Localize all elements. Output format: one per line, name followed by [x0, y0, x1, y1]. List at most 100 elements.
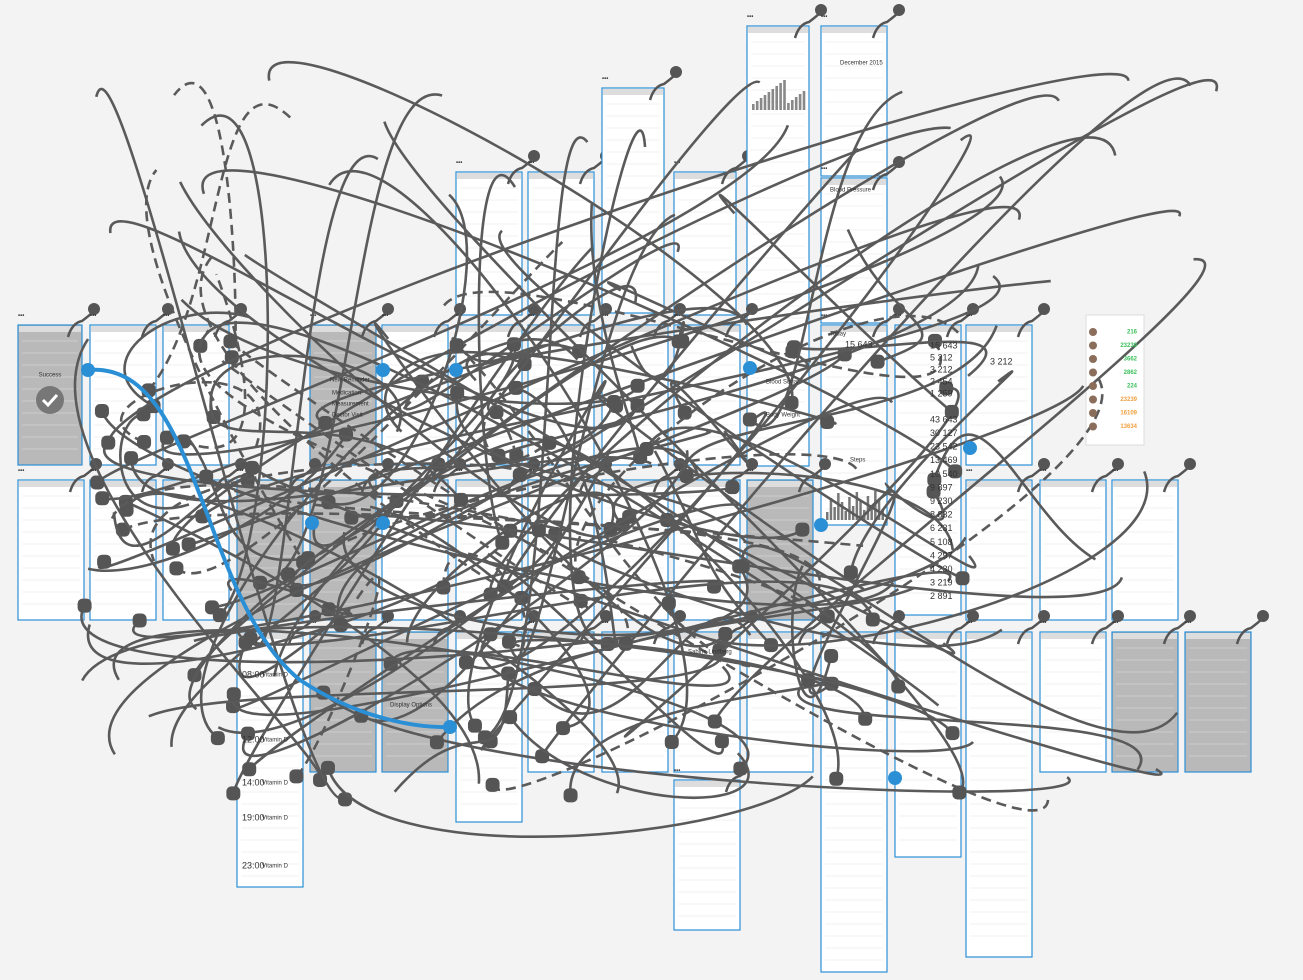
- status-bar: [748, 633, 812, 639]
- connector: [251, 466, 1163, 776]
- screen: [894, 631, 962, 858]
- connector: [232, 571, 952, 717]
- link-dot: [376, 363, 390, 377]
- connector-node: [318, 415, 333, 430]
- connector-node: [159, 430, 174, 445]
- connector: [383, 121, 965, 794]
- status-bar: [967, 326, 1031, 332]
- screen: [673, 779, 741, 931]
- connector: [205, 475, 822, 591]
- connector: [112, 474, 249, 547]
- status-bar: [457, 173, 521, 179]
- screen: [17, 479, 85, 621]
- label: Steps: [850, 458, 865, 464]
- label: Success: [39, 373, 62, 379]
- label: 9 230: [930, 496, 953, 506]
- connector-node: [453, 492, 468, 507]
- dots: •••: [382, 621, 388, 627]
- screen: [1039, 631, 1107, 773]
- link-dot: [443, 720, 457, 734]
- connector: [200, 338, 579, 740]
- connector-node: [939, 381, 954, 396]
- connector: [200, 114, 270, 617]
- connector: [455, 344, 751, 668]
- label: 13 469: [930, 455, 958, 465]
- connector-node: [725, 480, 740, 495]
- mini-bar: [787, 103, 790, 110]
- connector: [342, 531, 749, 637]
- status-bar: [822, 179, 886, 185]
- connector-highlight: [87, 367, 451, 730]
- connectors: [73, 60, 1218, 838]
- dots: •••: [18, 469, 24, 475]
- connector: [315, 279, 1051, 425]
- connector: [175, 240, 564, 575]
- label: Vitamin D: [262, 738, 289, 744]
- connector: [185, 435, 309, 562]
- dots: •••: [1112, 469, 1118, 475]
- label: 5 108: [930, 537, 953, 547]
- pin-head: [88, 303, 100, 315]
- dots: •••: [382, 314, 388, 320]
- status-bar: [529, 633, 593, 639]
- label: 4 297: [930, 550, 953, 560]
- link-dot: [963, 441, 977, 455]
- check-mark: [41, 393, 59, 408]
- connector: [242, 449, 689, 758]
- connector: [653, 450, 772, 646]
- mini-bar: [848, 497, 851, 520]
- link-dot: [888, 771, 902, 785]
- connector-node: [714, 734, 729, 749]
- connector: [568, 129, 647, 646]
- connector: [144, 169, 307, 567]
- status-bar: [311, 326, 375, 332]
- label: 2 454: [930, 376, 953, 386]
- connector-node: [449, 338, 464, 353]
- pin-head: [815, 4, 827, 16]
- dots: •••: [18, 314, 24, 320]
- connector-node: [296, 555, 311, 570]
- connector: [594, 392, 865, 591]
- status-bar: [311, 481, 375, 487]
- label: 30 127: [930, 428, 958, 438]
- dots: •••: [163, 469, 169, 475]
- dots: •••: [602, 621, 608, 627]
- mini-bar: [844, 511, 847, 520]
- connector: [108, 353, 846, 756]
- status-bar: [748, 481, 812, 487]
- connector-node: [320, 760, 335, 775]
- connector: [507, 213, 676, 659]
- screen: [673, 171, 737, 316]
- connector-node: [467, 718, 482, 733]
- avatar: [1089, 355, 1097, 363]
- pin-head: [670, 66, 682, 78]
- connector: [96, 124, 790, 484]
- mini-bar: [802, 91, 806, 110]
- connector: [149, 462, 524, 562]
- status-bar: [164, 326, 228, 332]
- status-bar: [822, 326, 886, 332]
- dots: •••: [1040, 621, 1046, 627]
- connector-node: [707, 714, 722, 729]
- connector: [249, 154, 379, 647]
- label: December 2015: [840, 61, 883, 67]
- link-dot: [81, 363, 95, 377]
- status-bar: [1186, 633, 1250, 639]
- connector: [538, 529, 1003, 648]
- pin-head: [1184, 458, 1196, 470]
- connector-node: [944, 404, 959, 419]
- connector: [244, 253, 900, 687]
- avatar: [1089, 328, 1097, 336]
- pin-head: [382, 303, 394, 315]
- connector-node: [563, 788, 578, 803]
- avatar: [1089, 422, 1097, 431]
- connector-node: [606, 395, 621, 410]
- label: 23239: [1120, 397, 1137, 403]
- mini-bar: [763, 95, 767, 110]
- connector: [199, 254, 522, 600]
- connector: [295, 575, 381, 778]
- link-dot: [743, 361, 757, 375]
- connector: [442, 290, 942, 379]
- mini-bar: [840, 502, 844, 520]
- connector: [748, 90, 903, 428]
